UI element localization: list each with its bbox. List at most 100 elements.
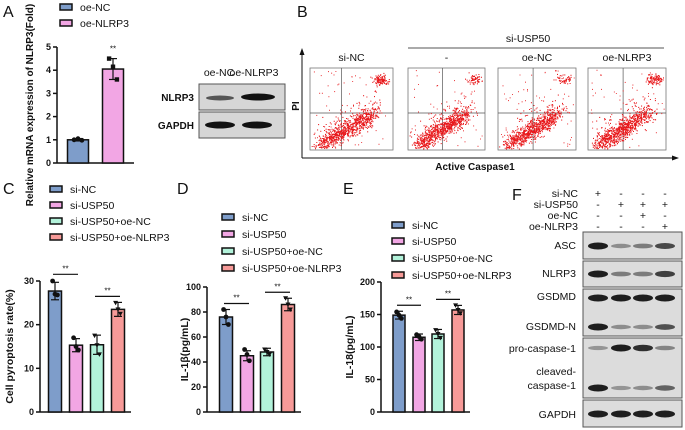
panel-label-a: A <box>3 4 14 21</box>
y-axis-label: IL-1β(pg/mL) <box>179 318 191 382</box>
y-tick-label: 60 <box>191 332 201 342</box>
band <box>611 385 631 391</box>
significance-label: ** <box>406 295 412 304</box>
blot-a-row-nlrp3: NLRP3 <box>161 93 194 104</box>
y-axis-label: IL-18(pg/mL) <box>344 316 356 379</box>
flow-events <box>311 70 391 150</box>
legend-swatch <box>221 213 235 221</box>
blot-row-label: ASC <box>554 240 576 252</box>
flow-column-label: oe-NLRP3 <box>602 52 651 64</box>
group-label-si-usp50: si-USP50 <box>506 33 551 45</box>
condition-mark: + <box>640 199 646 211</box>
blot-a-col-oe-nlrp3: oe-NLRP3 <box>229 67 278 79</box>
flow-plot-frame <box>407 67 486 151</box>
band <box>588 323 608 331</box>
band <box>655 294 675 302</box>
legend-swatch <box>391 271 405 279</box>
bar-si-nc <box>47 290 63 413</box>
band <box>611 271 631 277</box>
band <box>655 243 675 249</box>
bar-si-usp50 <box>239 355 255 413</box>
blot-a: oe-NC oe-NLRP3 NLRP3 GAPDH <box>158 67 286 139</box>
legend-label: si-USP50+oe-NLRP3 <box>242 263 342 275</box>
blot-row-label: NLRP3 <box>542 268 576 280</box>
legend-label: oe-NC <box>80 2 111 14</box>
significance-label: ** <box>445 289 451 298</box>
data-point <box>73 344 79 349</box>
condition-label: si-NC <box>552 188 579 200</box>
band <box>588 242 608 250</box>
y-tick-label: 80 <box>191 307 201 317</box>
flow-events <box>591 69 665 150</box>
bar-si-nc <box>218 316 234 413</box>
y-tick-label: 40 <box>191 357 201 367</box>
y-tick-label: 100 <box>360 342 375 352</box>
data-point <box>75 136 81 142</box>
condition-mark: - <box>596 221 600 233</box>
bar-oe-nc <box>66 139 90 164</box>
legend-label: si-USP50 <box>70 200 115 212</box>
data-point <box>223 314 229 320</box>
legend-label: si-USP50+oe-NC <box>412 253 493 265</box>
y-tick-label: 0 <box>196 407 201 417</box>
data-point <box>433 328 439 333</box>
data-point <box>115 307 121 312</box>
blot-f: si-NC + - - -si-USP50- + + +oe-NC - - + -oe-NLRP3- -… <box>509 188 683 428</box>
condition-mark: - <box>641 221 645 233</box>
legend-label: si-NC <box>412 220 439 232</box>
significance-label: ** <box>233 294 239 303</box>
condition-mark: - <box>596 199 600 211</box>
band <box>655 410 675 418</box>
flow-plot: si-NC <box>309 52 394 151</box>
data-point <box>113 300 119 306</box>
data-point <box>435 332 441 337</box>
data-point <box>55 292 60 298</box>
condition-mark: + <box>662 199 668 211</box>
data-point <box>287 307 293 312</box>
data-point <box>264 350 270 355</box>
legend-label: si-USP50 <box>412 236 457 248</box>
data-point <box>106 56 112 61</box>
condition-mark: + <box>662 221 668 233</box>
flow-events <box>499 70 575 150</box>
band <box>242 121 272 129</box>
band <box>633 271 653 277</box>
condition-mark: - <box>663 188 667 200</box>
data-point <box>437 335 443 341</box>
flow-x-label: Active Caspase1 <box>435 162 515 173</box>
y-tick-label: 50 <box>365 375 375 385</box>
significance-label: ** <box>62 264 68 273</box>
condition-label: si-USP50 <box>534 199 579 211</box>
legend-label: si-NC <box>70 184 97 196</box>
y-tick-label: 4 <box>46 65 51 75</box>
legend-label: si-USP50+oe-NC <box>70 216 151 228</box>
band <box>588 410 608 418</box>
condition-mark: - <box>663 210 667 222</box>
blot-row-label: GSDMD <box>537 291 577 303</box>
band <box>611 243 631 249</box>
band <box>241 93 275 101</box>
band <box>588 294 608 302</box>
panel-label-e: E <box>343 181 354 198</box>
data-point <box>244 352 250 357</box>
condition-mark: - <box>619 221 623 233</box>
blot-a-row-gapdh: GAPDH <box>158 121 194 132</box>
legend-swatch <box>221 230 235 238</box>
band <box>633 344 653 352</box>
band <box>611 344 631 352</box>
band <box>611 294 631 302</box>
data-point <box>419 336 424 342</box>
y-tick-label: 0 <box>370 407 375 417</box>
y-tick-label: 0 <box>46 158 51 168</box>
legend-swatch <box>49 217 63 225</box>
blot-row-label: cleaved- <box>536 366 576 378</box>
band <box>633 294 653 302</box>
y-axis-label: Relative mRNA expression of NLRP3(Fold) <box>25 4 36 206</box>
flow-plot: - <box>407 52 486 151</box>
y-tick-label: 20 <box>24 320 34 330</box>
y-tick-label: 0 <box>29 407 34 417</box>
bar-si-usp50-oe-nlrp3 <box>451 309 465 413</box>
data-point <box>94 343 100 348</box>
condition-mark: - <box>619 210 623 222</box>
